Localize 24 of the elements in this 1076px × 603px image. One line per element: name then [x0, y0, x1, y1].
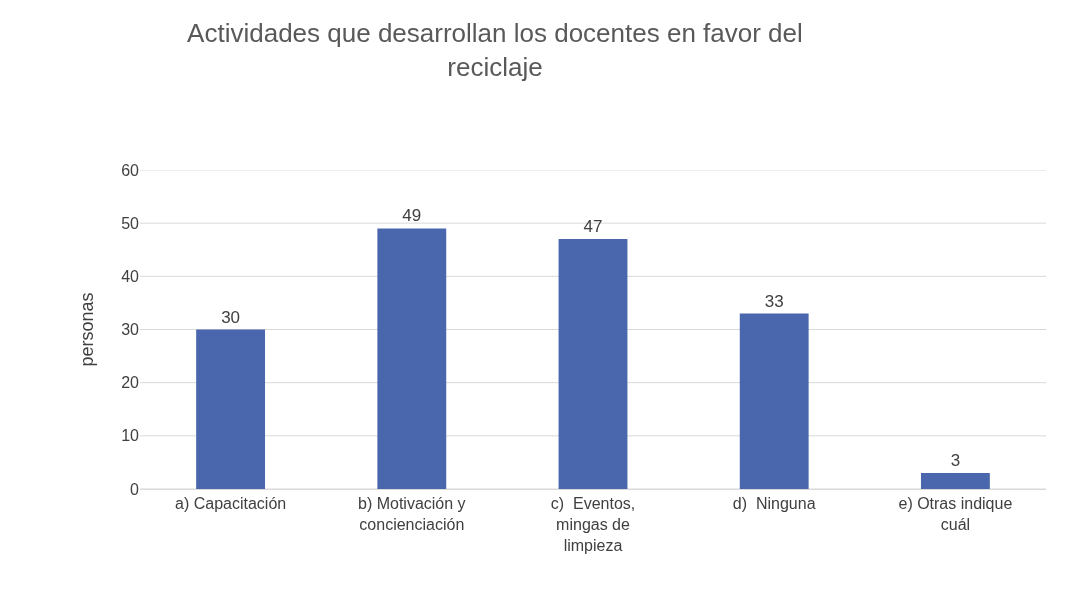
data-label: 47	[583, 217, 603, 237]
bar	[558, 239, 628, 489]
x-tick-label: b) Motivación y concienciación	[358, 495, 466, 533]
y-tick-label: 30	[121, 321, 140, 339]
bar	[920, 473, 990, 489]
chart-title: Actividades que desarrollan los docentes en favor del reciclaje	[187, 18, 803, 83]
data-label: 30	[221, 307, 241, 327]
y-tick-label: 20	[121, 374, 140, 392]
y-axis-title: personas	[77, 292, 98, 367]
x-tick-label: a) Capacitación	[175, 495, 287, 513]
data-label: 33	[764, 291, 784, 311]
bar	[739, 313, 809, 489]
bar	[196, 329, 266, 489]
y-tick-label: 10	[121, 427, 140, 445]
data-label: 3	[950, 451, 961, 471]
y-tick-label: 60	[121, 161, 140, 179]
y-tick-label: 40	[121, 267, 140, 285]
y-tick-label: 50	[121, 214, 140, 232]
bar	[377, 228, 447, 489]
x-tick-label: d) Ninguna	[732, 495, 816, 513]
y-tick-label: 0	[130, 480, 140, 498]
data-label: 49	[402, 206, 422, 226]
x-tick-label: c) Eventos, mingas de limpieza	[550, 495, 636, 554]
x-tick-label: e) Otras indique cuál	[898, 495, 1013, 533]
